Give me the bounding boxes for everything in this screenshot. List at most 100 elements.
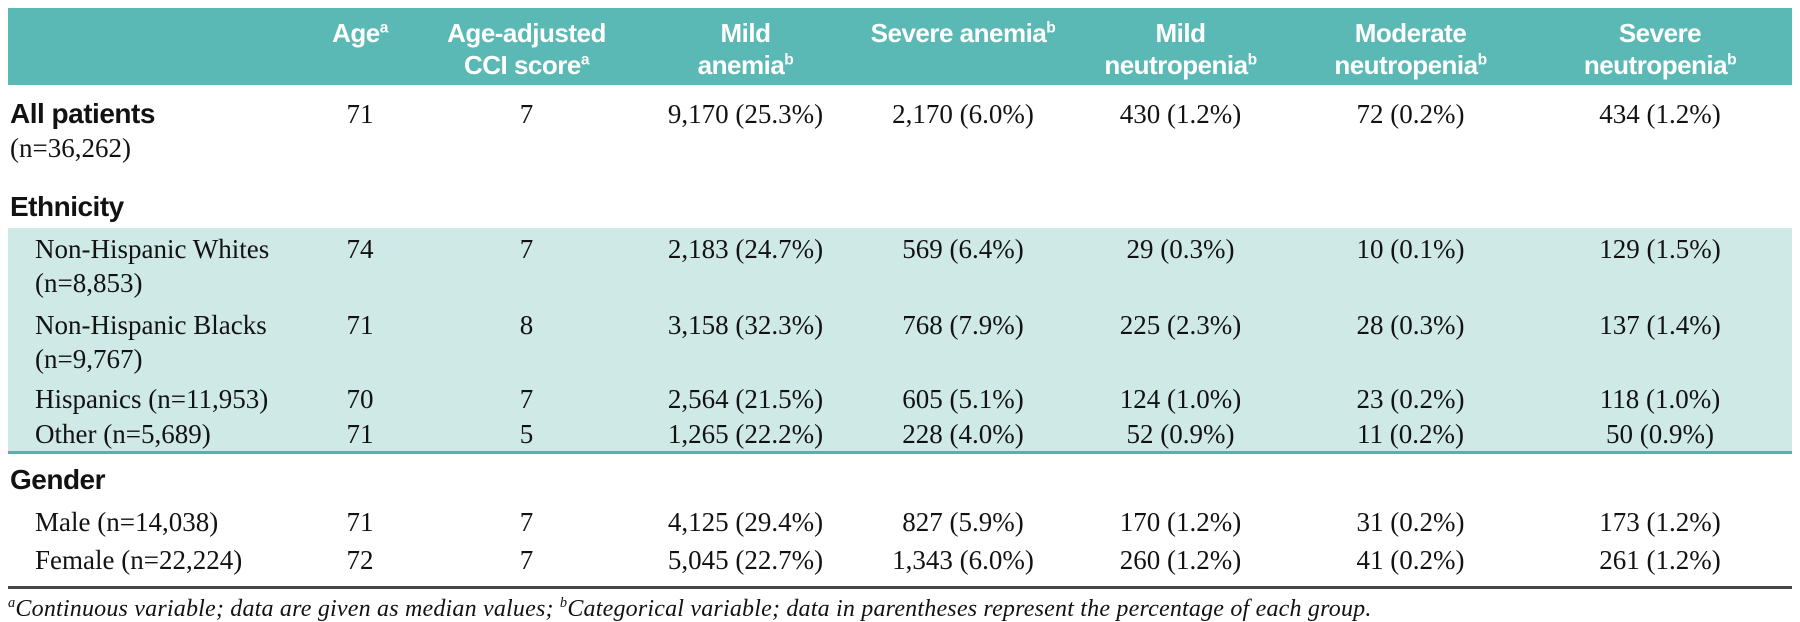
table-cell: 8: [519, 310, 534, 340]
table-cell: 3,158 (32.3%): [667, 310, 824, 340]
table-cell: 569 (6.4%): [902, 234, 1024, 264]
header-cell-severe-anemia: Severe anemiab: [858, 8, 1068, 85]
header-superscript: b: [1046, 19, 1056, 37]
table-cell: 74: [346, 234, 374, 264]
header-cell-severe-neutropenia: Severe neutropeniab: [1528, 8, 1792, 85]
table-cell: 170 (1.2%): [1119, 507, 1242, 537]
row-label: Male (n=14,038): [8, 505, 300, 539]
row-label-line1: Other (n=5,689): [35, 419, 211, 449]
table-cell: 5: [519, 419, 534, 449]
table-cell: 430 (1.2%): [1119, 99, 1242, 129]
table-cell: 124 (1.0%): [1119, 384, 1242, 414]
header-superscript: b: [1727, 51, 1737, 69]
header-label: Severe anemia: [870, 18, 1047, 48]
table-cell: 225 (2.3%): [1119, 310, 1242, 340]
table-cell: 71: [346, 99, 374, 129]
table-cell: 605 (5.1%): [902, 384, 1024, 414]
row-label: All patients (n=36,262): [8, 97, 300, 181]
table-cell: 70: [346, 384, 374, 414]
row-label-line2: (n=8,853): [35, 268, 143, 298]
table-row-other: Other (n=5,689) 71 5 1,265 (22.2%) 228 (…: [8, 416, 1792, 451]
row-label-line1: Non-Hispanic Blacks: [35, 310, 267, 340]
table-cell: 260 (1.2%): [1119, 545, 1242, 575]
footnote-text: Continuous variable; data are given as m…: [15, 596, 560, 622]
table-cell: 173 (1.2%): [1599, 507, 1721, 537]
header-label: neutropenia: [1104, 50, 1248, 80]
header-superscript: a: [580, 51, 590, 69]
section-label: Ethnicity: [10, 191, 124, 222]
header-cell-cci-score: Age-adjusted CCI scorea: [420, 8, 633, 85]
header-label: Mild: [1155, 18, 1207, 48]
row-label: Non-Hispanic Whites (n=8,853): [8, 232, 300, 304]
table-cell: 7: [519, 384, 534, 414]
table-cell: 71: [346, 310, 374, 340]
row-label: Non-Hispanic Blacks (n=9,767): [8, 308, 300, 380]
table-cell: 118 (1.0%): [1599, 384, 1721, 414]
table-cell: 50 (0.9%): [1606, 419, 1714, 449]
header-label: Age: [332, 18, 380, 48]
header-label: Mild: [720, 18, 772, 48]
table-cell: 7: [519, 545, 534, 575]
header-label: Moderate: [1354, 18, 1467, 48]
row-label-line1: Hispanics (n=11,953): [35, 384, 269, 414]
table-cell: 10 (0.1%): [1356, 234, 1465, 264]
ethnicity-highlight-band: Non-Hispanic Whites (n=8,853) 74 7 2,183…: [8, 228, 1792, 454]
row-label-line1: All patients: [10, 98, 155, 129]
footnote-superscript-a: a: [8, 595, 16, 611]
header-cell-empty: [8, 8, 300, 85]
table-cell: 28 (0.3%): [1356, 310, 1465, 340]
table-cell: 434 (1.2%): [1599, 99, 1721, 129]
table-cell: 2,170 (6.0%): [892, 99, 1034, 129]
header-label: anemia: [697, 50, 785, 80]
table-cell: 137 (1.4%): [1599, 310, 1721, 340]
table-cell: 9,170 (25.3%): [667, 99, 824, 129]
row-label: Female (n=22,224): [8, 543, 300, 579]
section-label: Gender: [10, 464, 106, 495]
header-cell-mild-anemia: Mild anemiab: [633, 8, 858, 85]
table-cell: 261 (1.2%): [1599, 545, 1721, 575]
table-row-female: Female (n=22,224) 72 7 5,045 (22.7%) 1,3…: [8, 539, 1792, 579]
row-label-line1: Male (n=14,038): [35, 507, 219, 537]
table-cell: 72: [346, 545, 374, 575]
table-cell: 72 (0.2%): [1356, 99, 1465, 129]
table-cell: 11 (0.2%): [1357, 419, 1464, 449]
header-label: neutropenia: [1583, 50, 1728, 80]
header-superscript: b: [1477, 51, 1488, 69]
table-row-male: Male (n=14,038) 71 7 4,125 (29.4%) 827 (…: [8, 501, 1792, 539]
table-cell: 1,343 (6.0%): [892, 545, 1034, 575]
table-row-non-hispanic-whites: Non-Hispanic Whites (n=8,853) 74 7 2,183…: [8, 228, 1792, 304]
table-cell: 228 (4.0%): [902, 419, 1024, 449]
table-cell: 2,564 (21.5%): [667, 384, 824, 414]
table-cell: 31 (0.2%): [1356, 507, 1465, 537]
row-label-line1: Non-Hispanic Whites: [35, 234, 270, 264]
row-label: Hispanics (n=11,953): [8, 382, 300, 416]
section-header-ethnicity: Ethnicity: [8, 181, 1792, 228]
header-cell-age: Agea: [300, 8, 420, 85]
table-cell: 7: [519, 507, 534, 537]
table-cell: 7: [519, 234, 534, 264]
header-label: Age-adjusted: [447, 18, 606, 48]
table-row-hispanics: Hispanics (n=11,953) 70 7 2,564 (21.5%) …: [8, 380, 1792, 416]
table-cell: 1,265 (22.2%): [667, 419, 824, 449]
header-superscript: b: [1247, 51, 1258, 69]
header-label: neutropenia: [1334, 50, 1478, 80]
table-row-all-patients: All patients (n=36,262) 71 7 9,170 (25.3…: [8, 85, 1792, 181]
table-cell: 827 (5.9%): [902, 507, 1024, 537]
table-cell: 768 (7.9%): [902, 310, 1024, 340]
table-cell: 2,183 (24.7%): [667, 234, 824, 264]
table-row-non-hispanic-blacks: Non-Hispanic Blacks (n=9,767) 71 8 3,158…: [8, 304, 1792, 380]
header-label: CCI score: [463, 50, 581, 80]
table-cell: 7: [519, 99, 534, 129]
header-label: Severe: [1618, 18, 1702, 48]
header-superscript: b: [784, 51, 794, 69]
table-cell: 4,125 (29.4%): [667, 507, 824, 537]
header-cell-mild-neutropenia: Mild neutropeniab: [1068, 8, 1293, 85]
row-label-line2: (n=9,767): [35, 344, 143, 374]
table-cell: 23 (0.2%): [1356, 384, 1465, 414]
section-header-gender: Gender: [8, 454, 1792, 501]
table-cell: 71: [346, 507, 374, 537]
table-cell: 129 (1.5%): [1599, 234, 1721, 264]
table-cell: 5,045 (22.7%): [667, 545, 824, 575]
footnote-text: Categorical variable; data in parenthese…: [567, 596, 1372, 622]
table-footnote: aContinuous variable; data are given as …: [8, 589, 1792, 622]
